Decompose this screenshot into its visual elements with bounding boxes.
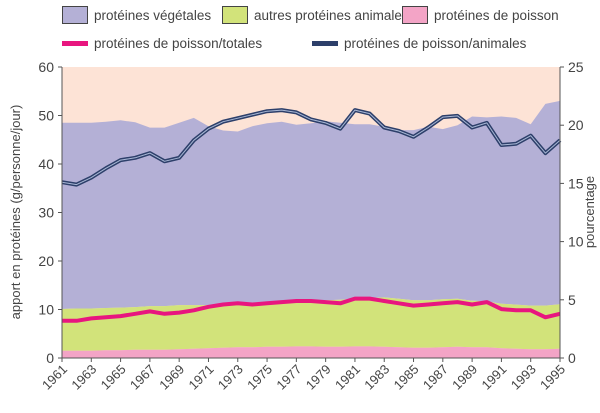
x-tick-label: 1971 <box>186 362 217 393</box>
legend-label-ratio-total: protéines de poisson/totales <box>94 36 263 51</box>
x-tick-label: 1975 <box>244 362 275 393</box>
legend-swatch-ratio-animal <box>312 41 338 46</box>
y-tick-label: 50 <box>38 108 54 124</box>
x-tick-label: 1987 <box>420 362 451 393</box>
y-tick-label: 30 <box>38 205 54 221</box>
legend-label-vegetal: protéines végétales <box>94 7 212 23</box>
x-tick-label: 1981 <box>332 362 363 393</box>
legend-swatch-fish <box>402 6 428 24</box>
x-tick-label: 1993 <box>508 362 539 393</box>
legend-label-animal: autres protéines animales <box>254 7 409 23</box>
legend-item-ratio-animal: protéines de poisson/animales <box>312 36 526 51</box>
area-vegetal <box>62 100 560 310</box>
x-tick-label: 1967 <box>127 362 158 393</box>
legend: protéines végétales autres protéines ani… <box>0 0 600 60</box>
y-tick-label: 20 <box>38 253 54 269</box>
legend-swatch-animal <box>222 6 248 24</box>
y2-axis-label: pourcentage <box>582 176 597 248</box>
x-tick-label: 1965 <box>98 362 129 393</box>
legend-swatch-vegetal <box>62 6 88 24</box>
x-tick-label: 1989 <box>449 362 480 393</box>
legend-item-vegetal: protéines végétales <box>62 6 211 24</box>
legend-label-ratio-animal: protéines de poisson/animales <box>344 36 527 51</box>
legend-label-fish: protéines de poisson <box>434 7 559 23</box>
line-fish-over-total <box>62 296 561 323</box>
y-tick-label: 10 <box>38 302 54 318</box>
x-tick-label: 1995 <box>537 362 568 393</box>
y2-tick-label: 15 <box>568 175 584 191</box>
axes: 0102030405060051015202519611963196519671… <box>38 59 583 393</box>
y2-tick-label: 20 <box>568 117 584 133</box>
y-tick-label: 60 <box>38 59 54 75</box>
legend-item-fish: protéines de poisson <box>402 6 559 24</box>
y2-tick-label: 0 <box>568 350 576 366</box>
y-tick-label: 40 <box>38 156 54 172</box>
x-tick-label: 1977 <box>273 362 304 393</box>
line-fish-over-animal-highlight <box>61 109 561 186</box>
legend-item-animal: autres protéines animales <box>222 6 409 24</box>
x-tick-label: 1973 <box>215 362 246 393</box>
x-tick-label: 1979 <box>303 362 334 393</box>
y-tick-label: 0 <box>46 350 54 366</box>
legend-swatch-ratio-total <box>62 41 88 46</box>
y-axis-label: apport en protéines (g/personne/jour) <box>8 105 23 320</box>
x-tick-label: 1961 <box>39 362 70 393</box>
x-tick-label: 1991 <box>478 362 509 393</box>
y2-tick-label: 25 <box>568 59 584 75</box>
x-tick-label: 1985 <box>391 362 422 393</box>
x-tick-label: 1983 <box>361 362 392 393</box>
area-fish <box>62 346 560 358</box>
y2-tick-label: 10 <box>568 234 584 250</box>
x-tick-label: 1963 <box>68 362 99 393</box>
x-tick-label: 1969 <box>156 362 187 393</box>
plot-area <box>61 67 562 358</box>
y2-tick-label: 5 <box>568 292 576 308</box>
legend-item-ratio-total: protéines de poisson/totales <box>62 36 262 51</box>
